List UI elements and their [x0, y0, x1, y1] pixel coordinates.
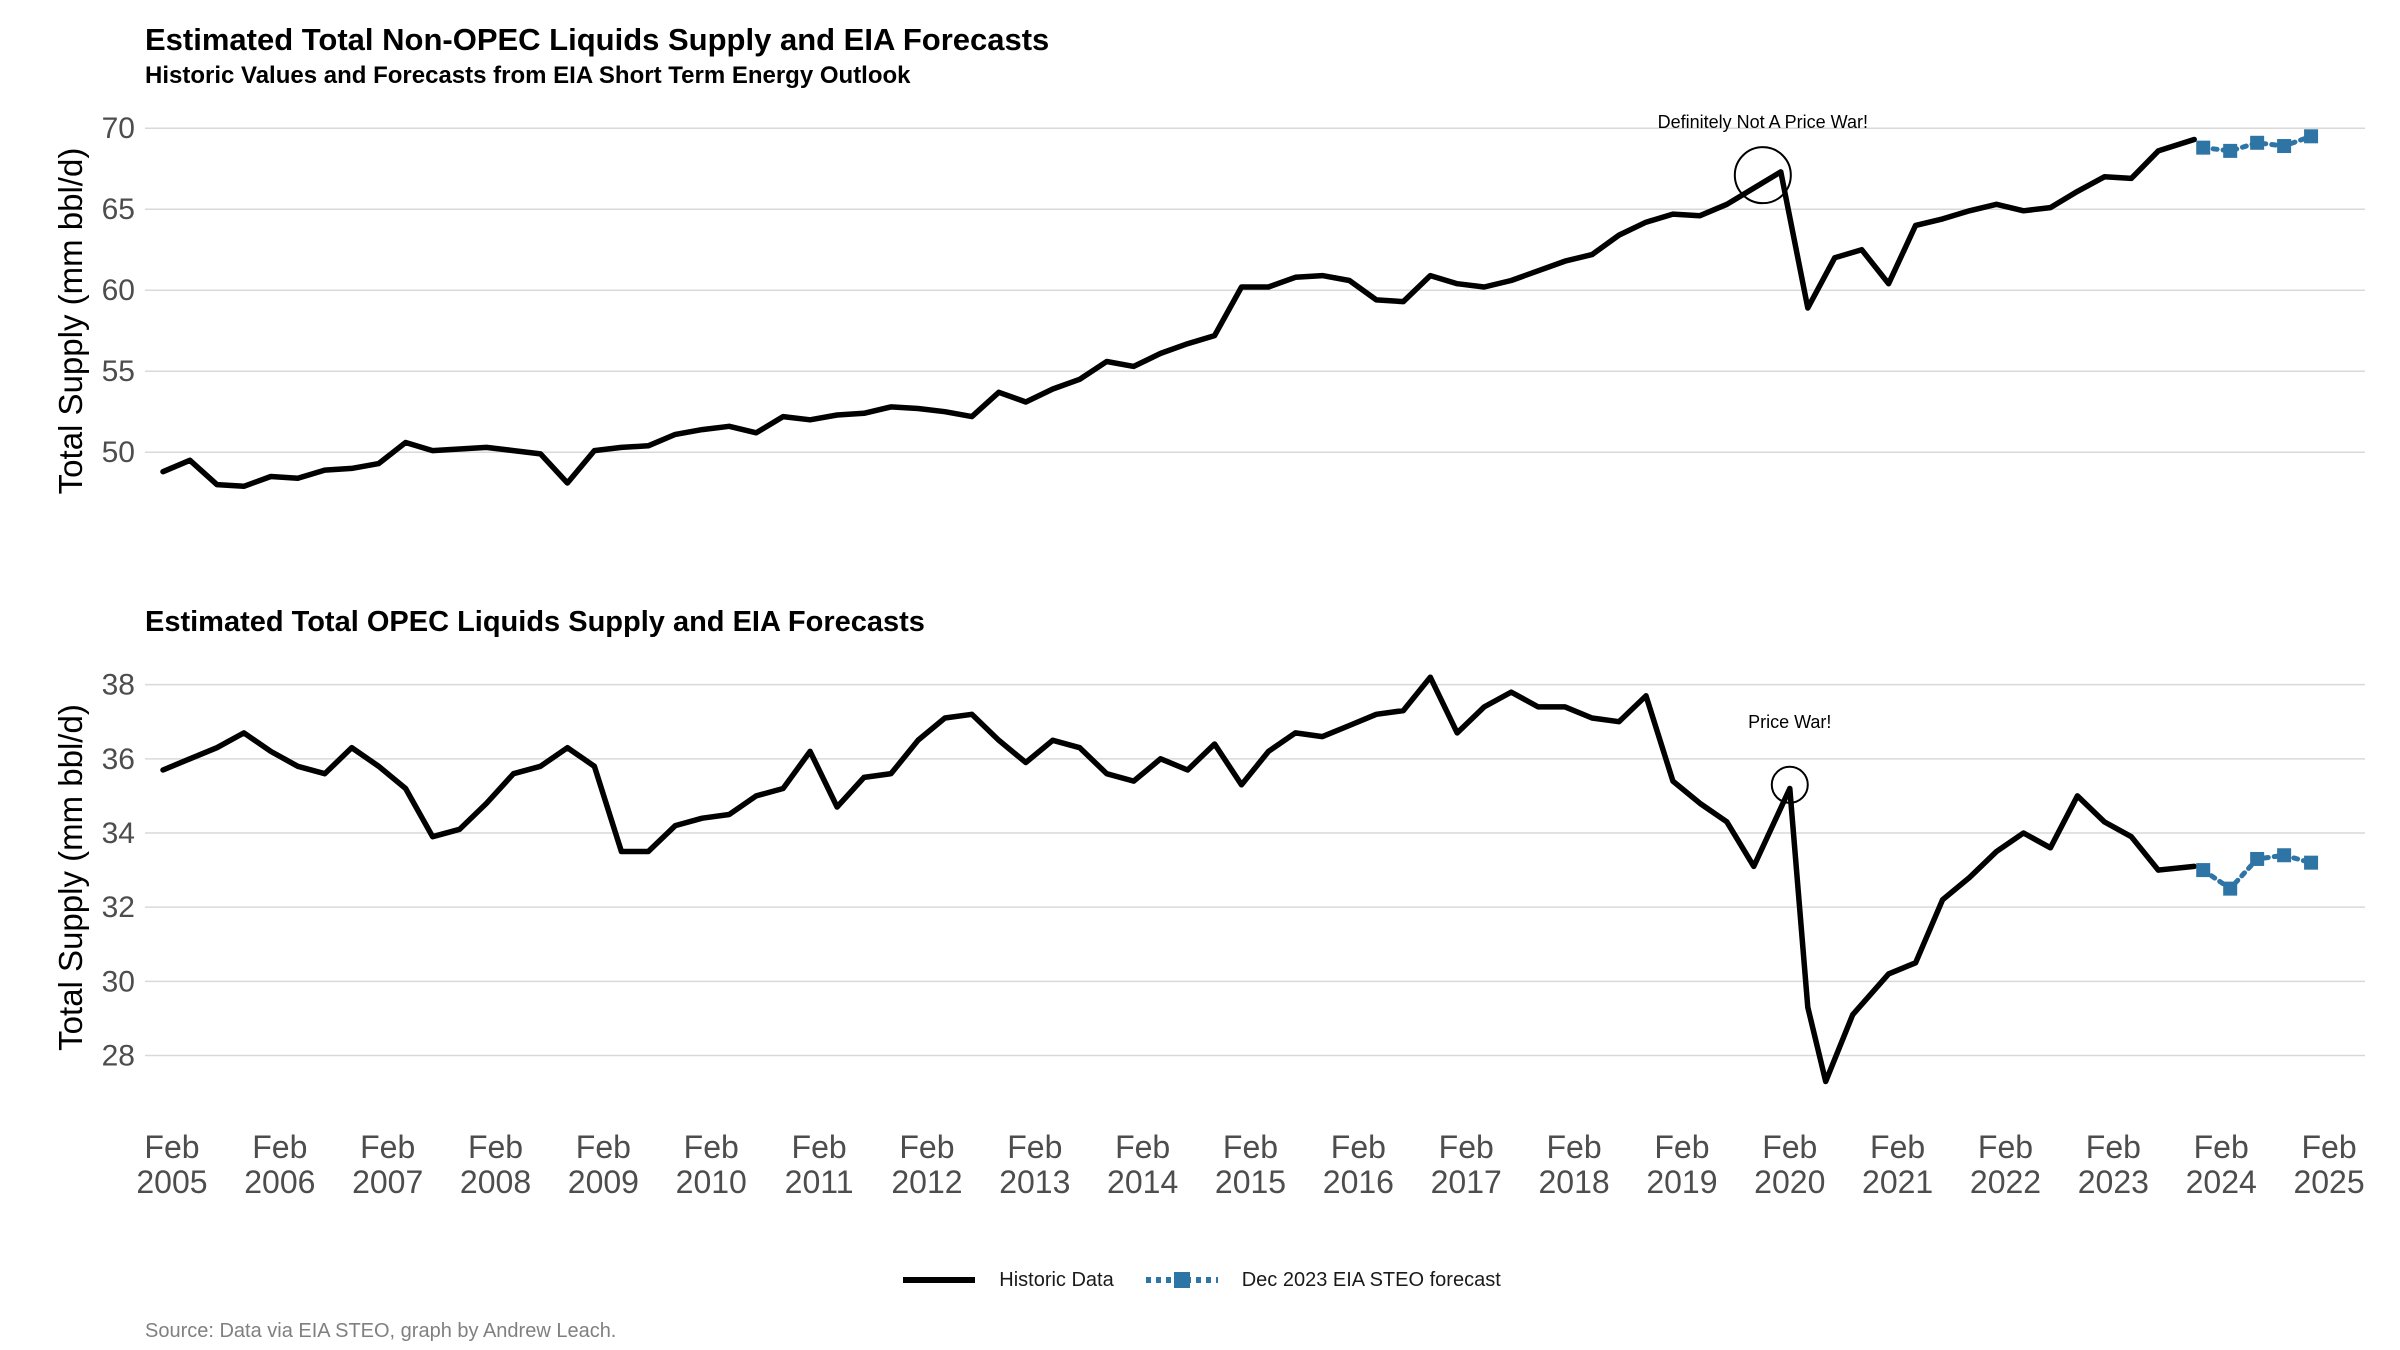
legend-item-historic: Historic Data: [899, 1268, 1114, 1292]
series-line-historic: [160, 136, 2197, 490]
legend-key-forecast: [1145, 1272, 1218, 1288]
x-tick-label: Feb 2016: [1323, 1129, 1394, 1200]
chart-legend: Historic Data Dec 2023 EIA STEO forecast: [0, 1268, 2400, 1292]
x-tick-label: Feb 2006: [244, 1129, 315, 1200]
forecast-point: [2250, 851, 2265, 866]
forecast-point: [2304, 855, 2319, 870]
forecast-point: [2196, 863, 2211, 878]
x-tick-label: Feb 2015: [1215, 1129, 1286, 1200]
y-axis-label: Total Supply (mm bbl/d): [52, 704, 89, 1051]
y-tick-label: 32: [102, 891, 135, 924]
legend-item-forecast: Dec 2023 EIA STEO forecast: [1142, 1268, 1501, 1292]
forecast-point: [2250, 135, 2265, 150]
x-tick-label: Feb 2023: [2078, 1129, 2149, 1200]
y-tick-label: 34: [102, 817, 135, 850]
x-tick-label: Feb 2024: [2186, 1129, 2257, 1200]
y-tick-label: 60: [102, 274, 135, 307]
x-tick-label: Feb 2021: [1862, 1129, 1933, 1200]
y-axis-label: Total Supply (mm bbl/d): [52, 148, 89, 495]
annotation-circle: [1770, 765, 1809, 804]
y-tick-label: 30: [102, 965, 135, 998]
x-tick-label: Feb 2010: [676, 1129, 747, 1200]
x-tick-label: Feb 2012: [891, 1129, 962, 1200]
x-tick-label: Feb 2018: [1538, 1129, 1609, 1200]
legend-label-historic: Historic Data: [999, 1268, 1114, 1291]
y-tick-label: 50: [102, 436, 135, 469]
y-tick-label: 65: [102, 193, 135, 226]
x-tick-label: Feb 2008: [460, 1129, 531, 1200]
top-chart-title: Estimated Total Non-OPEC Liquids Supply …: [145, 22, 1050, 57]
annotation-circle: [1733, 146, 1792, 205]
source-caption: Source: Data via EIA STEO, graph by Andr…: [145, 1320, 617, 1342]
forecast-point: [2223, 881, 2238, 896]
y-tick-label: 36: [102, 743, 135, 776]
forecast-point: [2223, 143, 2238, 158]
annotation-label: Definitely Not A Price War!: [1658, 112, 1868, 132]
x-tick-label: Feb 2017: [1431, 1129, 1502, 1200]
forecast-point: [2277, 139, 2292, 154]
x-tick-label: Feb 2020: [1754, 1129, 1825, 1200]
legend-label-forecast: Dec 2023 EIA STEO forecast: [1241, 1268, 1501, 1291]
x-tick-label: Feb 2019: [1646, 1129, 1717, 1200]
forecast-point: [2196, 140, 2211, 155]
forecast-point: [2304, 129, 2319, 144]
x-tick-label: Feb 2009: [568, 1129, 639, 1200]
bottom-chart-title: Estimated Total OPEC Liquids Supply and …: [145, 606, 925, 638]
x-tick-label: Feb 2025: [2293, 1129, 2364, 1200]
y-tick-label: 70: [102, 112, 135, 145]
x-tick-label: Feb 2022: [1970, 1129, 2041, 1200]
annotation-label: Price War!: [1748, 712, 1831, 732]
forecast-point: [2277, 848, 2292, 863]
y-tick-label: 38: [102, 669, 135, 702]
top-chart-subtitle: Historic Values and Forecasts from EIA S…: [145, 62, 911, 89]
y-tick-label: 55: [102, 355, 135, 388]
series-line-historic: [160, 674, 2197, 1085]
x-tick-label: Feb 2007: [352, 1129, 423, 1200]
x-tick-label: Feb 2014: [1107, 1129, 1178, 1200]
legend-key-historic: [903, 1277, 976, 1283]
x-tick-label: Feb 2005: [136, 1129, 207, 1200]
x-tick-label: Feb 2011: [785, 1129, 854, 1200]
x-tick-label: Feb 2013: [999, 1129, 1070, 1200]
y-tick-label: 28: [102, 1040, 135, 1073]
